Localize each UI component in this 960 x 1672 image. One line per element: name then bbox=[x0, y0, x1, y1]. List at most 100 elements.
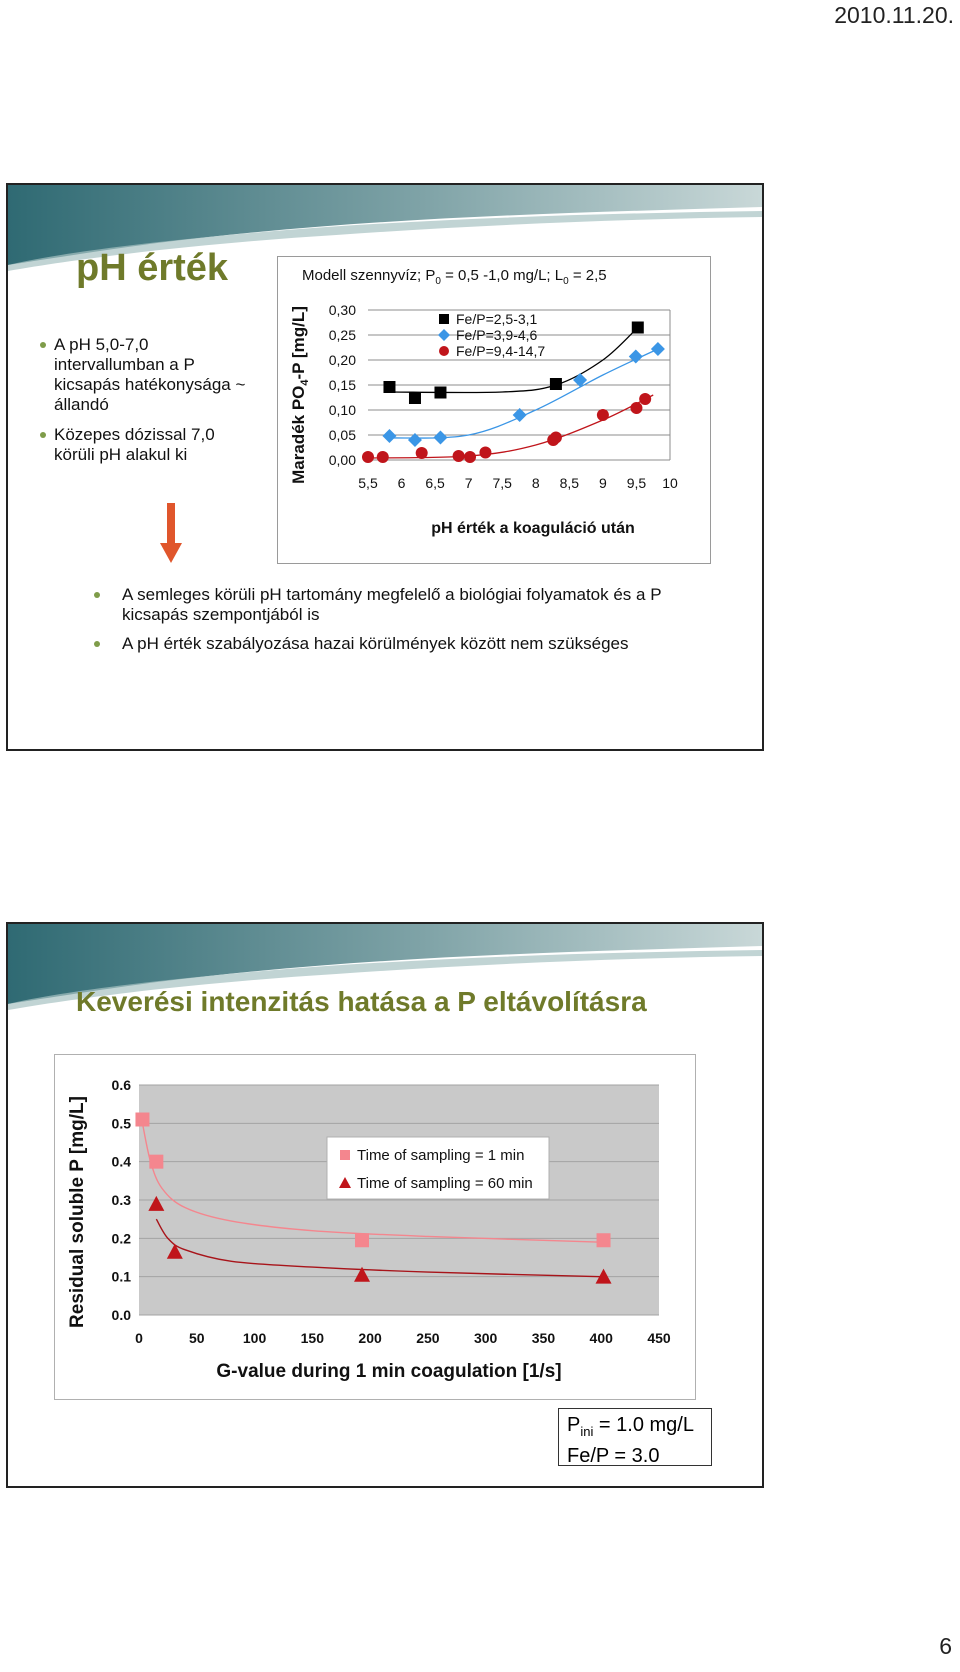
x-tick-label: 300 bbox=[474, 1330, 498, 1346]
y-tick-label: 0,05 bbox=[329, 427, 356, 443]
data-point bbox=[630, 402, 643, 414]
legend-label: Time of sampling = 60 min bbox=[357, 1175, 533, 1192]
series-circle bbox=[362, 393, 654, 463]
legend-label: Fe/P=2,5-3,1 bbox=[456, 311, 538, 327]
x-tick-label: 5,5 bbox=[358, 475, 378, 491]
y-tick-label: 0.6 bbox=[112, 1077, 132, 1093]
data-point bbox=[596, 409, 609, 421]
y-tick-label: 0.3 bbox=[112, 1192, 132, 1208]
data-point bbox=[596, 1233, 611, 1248]
legend-label: Fe/P=9,4-14,7 bbox=[456, 343, 545, 359]
slide-header-wave bbox=[8, 185, 762, 271]
data-point bbox=[415, 447, 428, 459]
page-date: 2010.11.20. bbox=[834, 2, 954, 28]
y-tick-label: 0,15 bbox=[329, 377, 356, 393]
x-tick-label: 150 bbox=[301, 1330, 325, 1346]
trend-line bbox=[389, 348, 659, 439]
x-tick-label: 0 bbox=[135, 1330, 143, 1346]
y-tick-label: 0,25 bbox=[329, 327, 356, 343]
data-point bbox=[362, 451, 374, 463]
bullet-list: A pH 5,0-7,0 intervallumban a P kicsapás… bbox=[38, 335, 258, 475]
data-point bbox=[479, 446, 492, 459]
data-point bbox=[595, 1268, 612, 1284]
g-value-chart: 0.0 0.1 0.2 0.3 0.4 0.5 0.6 0 50 100 150 200 250 300 3… bbox=[54, 1054, 696, 1400]
y-tick-label: 0,10 bbox=[329, 402, 356, 418]
y-axis-title-part: Maradék PO bbox=[289, 386, 308, 484]
legend-marker bbox=[439, 314, 449, 324]
data-point bbox=[383, 381, 396, 393]
series-diamond bbox=[382, 342, 665, 447]
data-point bbox=[650, 342, 665, 356]
data-point bbox=[382, 429, 397, 443]
slide-mixing-intensity: Keverési intenzitás hatása a P eltávolít… bbox=[6, 922, 764, 1488]
data-point bbox=[639, 393, 652, 405]
y-tick-label: 0.1 bbox=[112, 1269, 132, 1285]
data-point bbox=[464, 451, 477, 463]
data-point bbox=[628, 349, 643, 364]
ph-chart-plot: 0,00 0,05 0,10 0,15 0,20 0,25 0,30 5,5 6 6,5 7 7,5 8… bbox=[289, 302, 678, 537]
x-tick-label: 6 bbox=[398, 475, 406, 491]
legend-marker bbox=[438, 329, 450, 341]
data-point bbox=[512, 408, 527, 422]
data-point bbox=[407, 433, 422, 447]
x-tick-label: 9 bbox=[599, 475, 607, 491]
y-tick-label: 0.2 bbox=[112, 1230, 132, 1246]
legend-marker bbox=[439, 346, 449, 356]
x-axis-title: G-value during 1 min coagulation [1/s] bbox=[216, 1361, 561, 1382]
x-tick-label: 450 bbox=[647, 1330, 671, 1346]
data-point bbox=[433, 430, 448, 445]
x-tick-label: 10 bbox=[662, 475, 678, 491]
x-tick-label: 8 bbox=[532, 475, 540, 491]
data-point bbox=[549, 378, 562, 390]
data-point bbox=[549, 431, 562, 444]
conditions-box: Pini = 1.0 mg/L Fe/P = 3.0 bbox=[558, 1408, 712, 1467]
g-value-chart-plot: 0.0 0.1 0.2 0.3 0.4 0.5 0.6 0 50 100 150 200 250 300 3… bbox=[67, 1077, 671, 1382]
trend-line bbox=[367, 394, 654, 459]
legend-label: Fe/P=3,9-4,6 bbox=[456, 327, 538, 343]
data-point bbox=[434, 386, 447, 399]
x-tick-label: 50 bbox=[189, 1330, 205, 1346]
data-point bbox=[452, 450, 465, 462]
x-tick-label: 6,5 bbox=[425, 475, 445, 491]
bullet-item: A pH 5,0-7,0 intervallumban a P kicsapás… bbox=[38, 335, 258, 415]
ph-chart: Modell szennyvíz; P0 = 0,5 -1,0 mg/L; L0… bbox=[277, 256, 711, 564]
x-tick-label: 100 bbox=[243, 1330, 267, 1346]
data-point bbox=[166, 1243, 183, 1259]
legend-marker bbox=[339, 1177, 351, 1188]
data-point bbox=[135, 1112, 150, 1127]
bullet-item: Közepes dózissal 7,0 körüli pH alakul ki bbox=[38, 425, 258, 465]
y-tick-label: 0,00 bbox=[329, 452, 356, 468]
legend-box bbox=[326, 1136, 550, 1200]
x-tick-label: 400 bbox=[590, 1330, 614, 1346]
x-tick-label: 200 bbox=[358, 1330, 382, 1346]
data-point bbox=[354, 1266, 371, 1282]
y-tick-label: 0.0 bbox=[112, 1307, 132, 1323]
slide-header-wave bbox=[8, 924, 762, 1010]
arrow-down-icon bbox=[160, 503, 182, 563]
x-tick-label: 7,5 bbox=[492, 475, 512, 491]
x-tick-label: 8,5 bbox=[560, 475, 580, 491]
trend-line bbox=[155, 1218, 602, 1278]
y-axis-title: Maradék PO4-P [mg/L] bbox=[289, 306, 311, 484]
data-point bbox=[148, 1195, 165, 1211]
legend-label: Time of sampling = 1 min bbox=[357, 1147, 524, 1164]
data-point bbox=[376, 451, 389, 463]
legend-marker bbox=[340, 1150, 350, 1160]
page-number: 6 bbox=[939, 1633, 952, 1659]
series-square bbox=[383, 321, 644, 404]
fe-p-label: Fe/P = 3.0 bbox=[567, 1445, 660, 1467]
x-axis-title: pH érték a koaguláció után bbox=[431, 520, 635, 537]
p-ini-label: Pini = 1.0 mg/L bbox=[567, 1414, 694, 1439]
y-axis-title-part: -P [mg/L] bbox=[289, 306, 308, 379]
x-tick-label: 7 bbox=[465, 475, 473, 491]
data-point bbox=[149, 1154, 164, 1169]
data-point bbox=[631, 321, 644, 334]
note-item: A pH érték szabályozása hazai körülménye… bbox=[92, 634, 732, 654]
y-axis-title: Residual soluble P [mg/L] bbox=[67, 1096, 88, 1328]
x-tick-label: 250 bbox=[416, 1330, 440, 1346]
y-tick-label: 0.5 bbox=[112, 1115, 132, 1131]
data-point bbox=[573, 373, 588, 387]
series-triangle bbox=[148, 1195, 612, 1284]
y-tick-label: 0,30 bbox=[329, 302, 356, 318]
data-point bbox=[408, 392, 421, 404]
